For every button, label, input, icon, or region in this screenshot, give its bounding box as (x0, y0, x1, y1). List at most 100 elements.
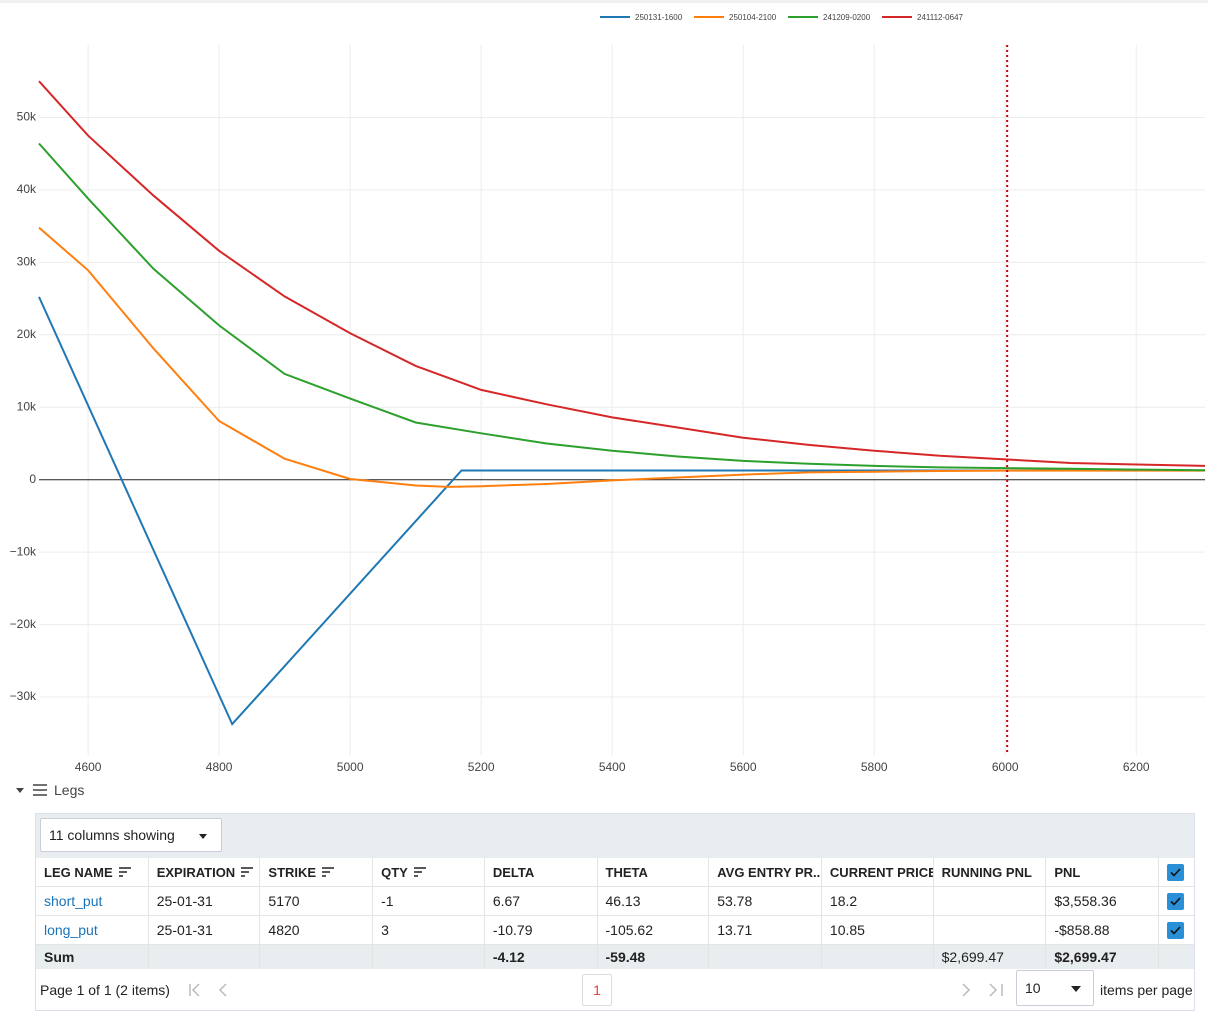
header-cell: STRIKE (260, 858, 374, 886)
sum-cell: $2,699.47 (1046, 945, 1160, 969)
checkbox[interactable] (1167, 863, 1185, 881)
sort-icon[interactable] (241, 867, 254, 877)
y-tick-label: −20k (10, 617, 37, 631)
legs-panel: 11 columns showing LEG NAME EXPIRATION STR… (35, 813, 1195, 1011)
header-cell: QTY (373, 858, 485, 886)
header-label[interactable]: LEG NAME (44, 864, 113, 880)
header-label[interactable]: STRIKE (268, 864, 317, 880)
page-size-dropdown[interactable]: 10 (1016, 970, 1094, 1006)
legend-label: 241209-0200 (823, 13, 871, 22)
table-cell (1159, 916, 1194, 944)
page-size: 10 (1025, 980, 1041, 996)
header-cell: DELTA (485, 858, 598, 886)
legs-table: LEG NAME EXPIRATION STRIKE QTY DELTA THETA AVG… (36, 858, 1194, 969)
sum-cell (373, 945, 485, 969)
series-line (38, 226, 1205, 488)
table-cell: -10.79 (485, 916, 598, 944)
table-cell: 3 (373, 916, 485, 944)
series-line (38, 80, 1206, 467)
header-cell: AVG ENTRY PR... (709, 858, 822, 886)
sum-cell: Sum (36, 945, 149, 969)
table-row: short_put 25-01-31 5170 -1 6.67 46.13 53.78 18.… (36, 887, 1194, 916)
table-cell: 46.13 (598, 887, 710, 915)
table-cell: 6.67 (485, 887, 598, 915)
sum-cell (822, 945, 934, 969)
header-cell: CURRENT PRICE (822, 858, 934, 886)
header-label[interactable]: PNL (1054, 864, 1081, 880)
header-cell: PNL (1046, 858, 1160, 886)
y-tick-label: 40k (17, 182, 37, 196)
sort-icon[interactable] (322, 867, 335, 877)
table-cell: 4820 (260, 916, 374, 944)
header-cell: EXPIRATION (149, 858, 261, 886)
y-tick-label: 0 (29, 472, 36, 486)
toolbar: 11 columns showing (36, 814, 1194, 858)
menu-icon (33, 784, 47, 796)
leg-link[interactable]: long_put (36, 916, 149, 944)
x-tick-label: 5000 (337, 760, 364, 774)
y-tick-label: 10k (17, 399, 37, 413)
table-cell: -105.62 (598, 916, 710, 944)
table-cell: 53.78 (709, 887, 822, 915)
chart: 4600 4800 5000 5200 5400 5600 5800 6000 6200 −30k… (10, 13, 1206, 774)
collapse-caret[interactable] (14, 784, 26, 796)
legs-header[interactable]: Legs (14, 780, 84, 800)
sum-cell (709, 945, 822, 969)
series-line (38, 296, 1205, 726)
legend-label: 250131-1600 (635, 13, 683, 22)
table-cell (1159, 887, 1194, 915)
y-tick-label: 30k (17, 255, 37, 269)
columns-label: 11 columns showing (49, 827, 175, 843)
legend-label: 250104-2100 (729, 13, 777, 22)
y-tick-label: −30k (10, 689, 37, 703)
x-tick-label: 4600 (75, 760, 102, 774)
series-line (38, 142, 1206, 472)
x-tick-label: 5400 (599, 760, 626, 774)
sum-cell: -59.48 (598, 945, 710, 969)
table-cell: 10.85 (822, 916, 934, 944)
table-cell: 25-01-31 (149, 887, 261, 915)
sum-cell (260, 945, 374, 969)
y-tick-label: 20k (17, 327, 37, 341)
header-label[interactable]: QTY (381, 864, 408, 880)
header-cell (1159, 858, 1194, 886)
header-label[interactable]: AVG ENTRY PR... (717, 864, 822, 880)
page-size-label: items per page (1100, 982, 1193, 998)
current-page[interactable]: 1 (582, 974, 612, 1006)
checkbox[interactable] (1167, 892, 1185, 910)
legs-title: Legs (54, 782, 85, 798)
header-cell: LEG NAME (36, 858, 149, 886)
pagination: Page 1 of 1 (2 items) 1 10 items per pag… (36, 969, 1194, 1011)
x-tick-label: 5600 (730, 760, 757, 774)
top-bar (0, 0, 1208, 3)
x-tick-label: 4800 (206, 760, 233, 774)
sort-icon[interactable] (413, 867, 426, 877)
table-cell: 25-01-31 (149, 916, 261, 944)
header-cell: THETA (598, 858, 710, 886)
legend-label: 241112-0647 (917, 13, 964, 22)
columns-dropdown[interactable]: 11 columns showing (40, 818, 222, 852)
x-tick-label: 5200 (468, 760, 495, 774)
header-label[interactable]: DELTA (492, 864, 535, 880)
table-cell: 5170 (260, 887, 374, 915)
header-label[interactable]: CURRENT PRICE (829, 864, 934, 880)
table-cell: 18.2 (822, 887, 934, 915)
sum-row: Sum -4.12 -59.48 $2,699.47 $2,699.47 (36, 945, 1194, 969)
header-label[interactable]: THETA (605, 864, 648, 880)
header-label[interactable]: RUNNING PNL (941, 864, 1032, 880)
y-tick-label: 50k (17, 110, 37, 124)
checkbox[interactable] (1167, 921, 1185, 939)
header-label[interactable]: EXPIRATION (156, 864, 236, 880)
next-last-buttons[interactable] (956, 981, 1006, 999)
y-tick-label: −10k (10, 544, 37, 558)
header-row: LEG NAME EXPIRATION STRIKE QTY DELTA THETA AVG… (36, 858, 1194, 887)
first-prev-buttons[interactable] (186, 981, 236, 999)
table-row: long_put 25-01-31 4820 3 -10.79 -105.62 13.71 1… (36, 916, 1194, 945)
sort-icon[interactable] (118, 867, 131, 877)
header-cell: RUNNING PNL (934, 858, 1047, 886)
leg-link[interactable]: short_put (36, 887, 149, 915)
table-cell: $3,558.36 (1046, 887, 1160, 915)
sum-cell: $2,699.47 (934, 945, 1047, 969)
table-cell: 13.71 (709, 916, 822, 944)
